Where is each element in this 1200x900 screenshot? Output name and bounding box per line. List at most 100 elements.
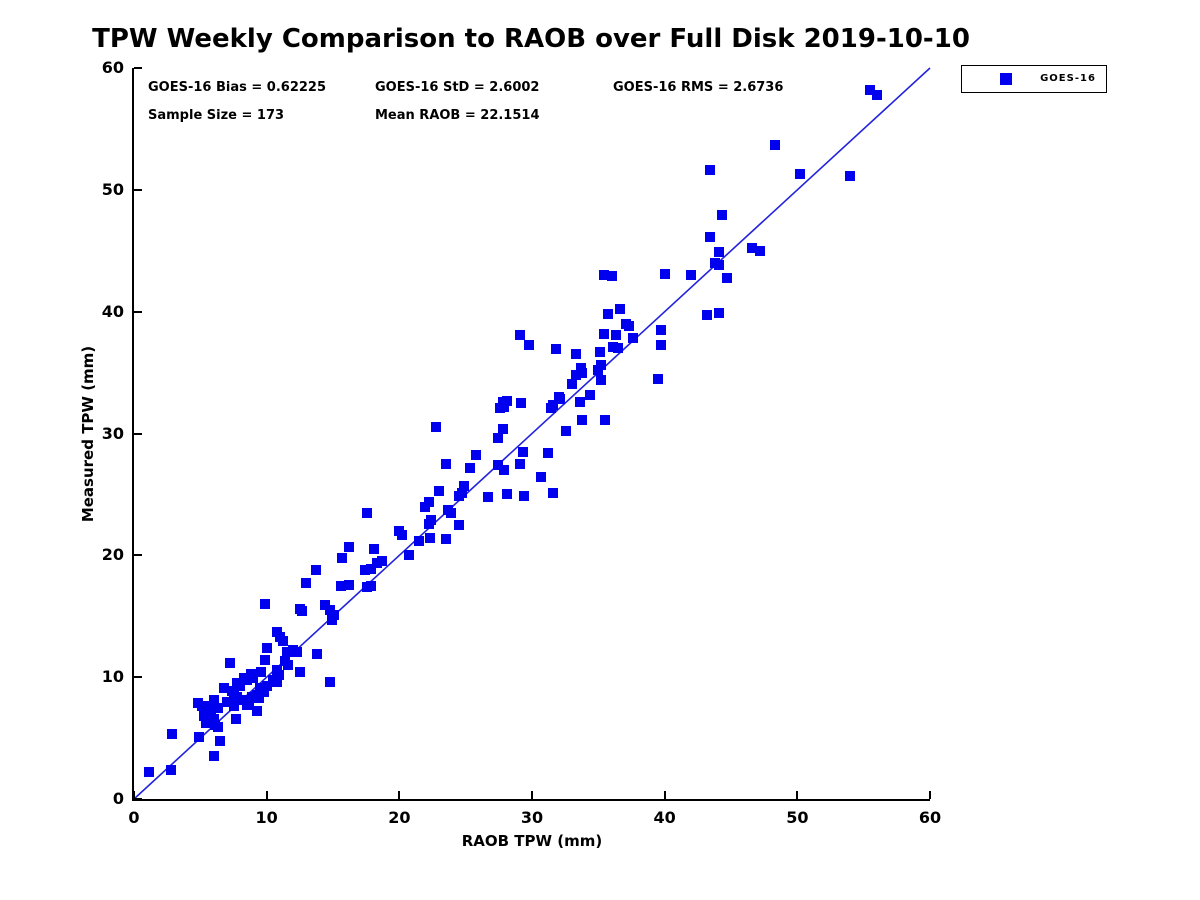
data-point [542, 447, 553, 458]
data-point [312, 649, 323, 660]
data-point [516, 398, 527, 409]
data-point [426, 515, 437, 525]
y-axis-tick [134, 432, 142, 435]
data-point [215, 735, 226, 746]
data-point [424, 533, 435, 544]
data-point [369, 544, 380, 555]
data-point [653, 373, 664, 384]
x-axis-tick [133, 791, 135, 799]
data-point [194, 731, 204, 742]
data-point [871, 89, 882, 100]
data-point [497, 423, 508, 434]
x-tick-label: 40 [653, 808, 676, 827]
data-point [241, 674, 252, 685]
data-point [440, 458, 451, 469]
x-tick-label: 50 [786, 808, 809, 827]
data-point [566, 378, 577, 389]
data-point [704, 232, 715, 243]
data-point [301, 578, 312, 589]
data-point [561, 426, 572, 437]
data-point [247, 691, 258, 702]
data-point [320, 600, 331, 611]
data-point [459, 480, 470, 491]
data-point [595, 360, 606, 371]
data-point [577, 367, 588, 378]
data-point [366, 580, 377, 591]
data-point [414, 535, 425, 546]
data-point [235, 680, 246, 691]
data-point [219, 683, 230, 694]
data-point [492, 433, 503, 444]
data-point [239, 695, 250, 706]
data-point [325, 677, 336, 688]
data-point [515, 329, 526, 340]
data-point [570, 370, 581, 381]
data-point [659, 268, 670, 279]
data-point [714, 307, 725, 318]
data-point [519, 490, 530, 501]
data-point [769, 139, 780, 150]
data-point [337, 552, 348, 563]
x-axis-spine [132, 799, 930, 801]
x-axis-tick [929, 791, 931, 799]
y-tick-label: 20 [101, 545, 124, 565]
data-point [252, 706, 263, 717]
data-point [335, 580, 346, 591]
data-point [423, 496, 434, 507]
data-point [501, 395, 512, 406]
data-point [599, 415, 610, 426]
data-point [260, 655, 271, 666]
data-point [371, 557, 382, 568]
data-point [208, 751, 219, 762]
x-tick-label: 0 [128, 808, 140, 827]
data-point [212, 702, 223, 713]
data-point [515, 458, 526, 469]
data-point [259, 686, 269, 697]
data-point [273, 669, 284, 680]
data-point [550, 344, 561, 355]
y-tick-label: 40 [101, 301, 124, 321]
data-point [261, 642, 272, 653]
data-point [224, 657, 235, 668]
data-point [865, 84, 876, 95]
data-point [200, 703, 211, 714]
data-point [282, 659, 293, 670]
y-axis-spine [132, 68, 134, 801]
data-point [574, 396, 585, 407]
data-point [577, 415, 588, 426]
data-point [261, 680, 272, 691]
x-axis-tick [531, 791, 533, 799]
data-point [231, 713, 242, 724]
data-point [212, 722, 223, 733]
data-point [167, 729, 178, 740]
y-tick-label: 60 [101, 58, 124, 77]
data-point [704, 165, 715, 176]
data-point [655, 339, 666, 350]
data-point [554, 394, 565, 405]
data-point [845, 171, 856, 182]
data-point [755, 245, 766, 256]
x-axis-label: RAOB TPW (mm) [461, 832, 603, 850]
stat-sample-size: Sample Size = 173 [148, 108, 285, 123]
x-tick-label: 60 [918, 808, 942, 827]
data-point [524, 339, 535, 350]
data-point [166, 764, 177, 775]
x-axis-tick [796, 791, 799, 799]
data-point [517, 446, 528, 457]
data-point [623, 321, 634, 332]
data-point [613, 343, 624, 354]
y-axis-tick [134, 67, 142, 69]
y-axis-tick [134, 310, 142, 313]
data-point [607, 341, 618, 352]
stat-mean-raob: Mean RAOB = 22.1514 [375, 108, 540, 123]
data-point [464, 462, 475, 473]
data-point [610, 329, 621, 340]
stat-std: GOES-16 StD = 2.6002 [375, 80, 540, 95]
stat-bias: GOES-16 Bias = 0.62225 [148, 80, 327, 95]
data-point [366, 563, 377, 574]
data-point [208, 713, 219, 724]
legend-box: GOES-16 [961, 65, 1107, 93]
data-point [501, 489, 512, 500]
data-point [434, 485, 445, 496]
